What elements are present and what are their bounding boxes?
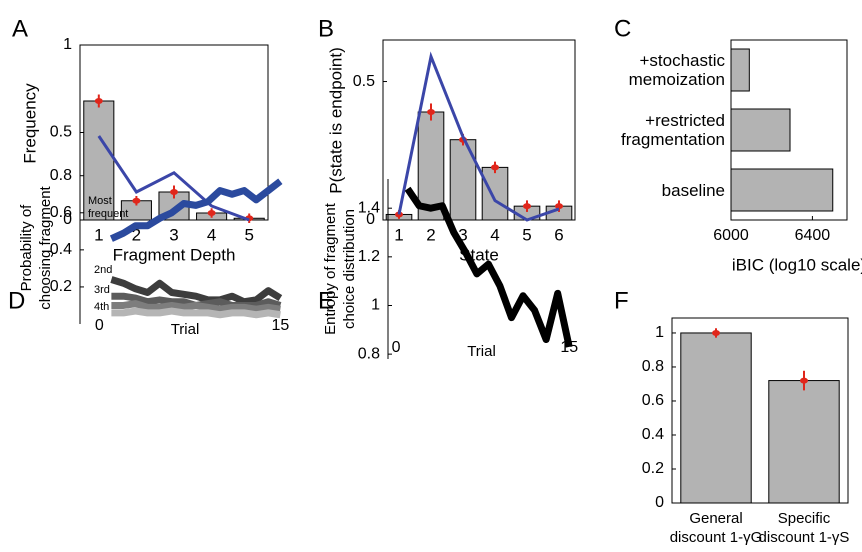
- x-tick-label: 2: [132, 225, 141, 244]
- series-label: 2nd: [94, 263, 113, 276]
- x-tick-label: General discount 1-γG: [669, 510, 763, 546]
- y-tick-label: 1.4: [358, 199, 380, 216]
- panel-label: A: [12, 15, 28, 42]
- series-line: [404, 186, 573, 348]
- error-marker: [132, 197, 141, 204]
- error-marker: [207, 210, 216, 216]
- x-axis-label: Trial: [171, 321, 200, 338]
- x-tick-label: 0: [95, 317, 104, 334]
- y-tick-label: 0: [655, 494, 664, 511]
- panel-label: F: [614, 287, 629, 314]
- bar: [730, 168, 834, 212]
- x-axis-label: Trial: [467, 343, 496, 360]
- y-tick-label: 0.4: [642, 426, 664, 443]
- error-marker: [170, 189, 178, 195]
- panel-label: D: [8, 287, 25, 314]
- x-tick-label: 1: [94, 225, 103, 244]
- y-tick-label: 0.8: [50, 167, 72, 184]
- x-tick-label: 6000: [713, 227, 749, 244]
- x-tick-label: 6: [554, 225, 563, 244]
- x-tick-label: 4: [207, 225, 216, 244]
- error-marker: [94, 98, 103, 104]
- y-tick-label: 0.8: [358, 345, 380, 362]
- series-label: 3rd: [94, 284, 110, 297]
- model-line: [97, 135, 250, 222]
- y-tick-label: 1: [655, 324, 664, 341]
- y-tick-label: baseline: [661, 180, 725, 200]
- x-tick-label: 0: [392, 339, 401, 356]
- bar: [730, 48, 750, 92]
- x-tick-label: Specific discount 1-γS: [758, 510, 850, 546]
- x-tick-label: 1: [394, 225, 403, 244]
- axes-frame: [671, 317, 849, 504]
- x-tick-label: 5: [244, 225, 253, 244]
- error-marker: [491, 164, 499, 171]
- bar: [449, 139, 477, 221]
- x-tick-label: 2: [426, 225, 435, 244]
- series-line: [111, 307, 281, 319]
- x-tick-label: 6400: [795, 227, 831, 244]
- y-tick-label: 0.4: [50, 241, 72, 258]
- series-line: [110, 276, 283, 306]
- bar: [730, 108, 791, 152]
- x-axis-label: iBIC (log10 scale): [732, 255, 862, 274]
- y-tick-label: 0.6: [642, 392, 664, 409]
- y-tick-label: 0.6: [50, 204, 72, 221]
- error-marker: [800, 377, 808, 384]
- y-tick-label: 0.2: [642, 460, 664, 477]
- y-tick-label: 0: [366, 211, 375, 228]
- bar: [417, 111, 445, 221]
- y-tick-label: 0.5: [50, 124, 72, 141]
- x-tick-label: 3: [169, 225, 178, 244]
- panel-label: B: [318, 15, 334, 42]
- x-tick-label: 15: [271, 317, 289, 334]
- panel-label: C: [614, 15, 631, 42]
- bar: [680, 332, 752, 504]
- y-tick-label: 1: [371, 297, 380, 314]
- model-line: [397, 51, 560, 222]
- bar: [768, 380, 840, 504]
- panel-label: E: [318, 287, 334, 314]
- x-tick-label: 5: [522, 225, 531, 244]
- error-marker: [523, 203, 531, 210]
- y-tick-label: +restricted fragmentation: [621, 111, 725, 149]
- y-axis-label: Probability of choosing fragment: [18, 186, 54, 310]
- error-marker: [712, 329, 720, 336]
- y-tick-label: 0.5: [353, 73, 375, 90]
- error-marker: [555, 203, 563, 210]
- y-tick-label: 0.2: [50, 278, 72, 295]
- y-tick-label: 1: [63, 36, 72, 53]
- series-line: [109, 178, 283, 242]
- y-tick-label: 0.8: [642, 358, 664, 375]
- error-marker: [427, 109, 435, 115]
- bar: [83, 100, 115, 221]
- series-label: 4th: [94, 301, 110, 314]
- x-tick-label: 4: [490, 225, 499, 244]
- series-line: [111, 300, 281, 313]
- y-axis-label: Entropy of fragment choice distribution: [322, 203, 358, 335]
- x-tick-label: 15: [560, 339, 578, 356]
- y-tick-label: 1.2: [358, 248, 380, 265]
- bar: [481, 166, 509, 221]
- x-tick-label: 3: [458, 225, 467, 244]
- axes-frame: [382, 39, 576, 221]
- series-label: Most frequent: [88, 194, 129, 220]
- y-tick-label: 0: [63, 211, 72, 228]
- y-tick-label: +stochastic memoization: [628, 51, 725, 89]
- x-axis-label: Fragment Depth: [113, 245, 236, 264]
